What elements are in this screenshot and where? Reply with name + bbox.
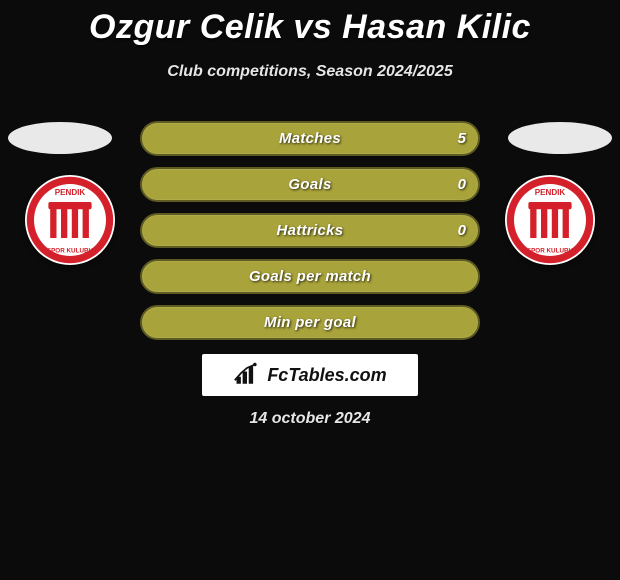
bar-chart-icon (233, 362, 261, 388)
stat-label: Matches (279, 130, 341, 147)
date-line: 14 october 2024 (0, 410, 620, 428)
player-left-club-logo: PENDIK SPOR KULUBU (25, 175, 115, 265)
subtitle: Club competitions, Season 2024/2025 (0, 63, 620, 81)
pendik-badge-icon: PENDIK SPOR KULUBU (505, 175, 595, 265)
page-title: Ozgur Celik vs Hasan Kilic (0, 0, 620, 47)
stat-label: Goals per match (249, 268, 371, 285)
player-right-club-logo: PENDIK SPOR KULUBU (505, 175, 595, 265)
svg-text:SPOR KULUBU: SPOR KULUBU (47, 247, 94, 254)
stat-row-goals-per-match: Goals per match (140, 259, 480, 294)
stat-row-goals: Goals 0 (140, 167, 480, 202)
stat-right-value: 0 (458, 222, 466, 239)
brand-text: FcTables.com (267, 365, 386, 386)
player-right-avatar-placeholder (508, 122, 612, 154)
stat-label: Min per goal (264, 314, 356, 331)
stat-right-value: 0 (458, 176, 466, 193)
svg-text:PENDIK: PENDIK (55, 188, 86, 197)
svg-text:SPOR KULUBU: SPOR KULUBU (527, 247, 574, 254)
stat-row-min-per-goal: Min per goal (140, 305, 480, 340)
stat-row-hattricks: Hattricks 0 (140, 213, 480, 248)
stat-row-matches: Matches 5 (140, 121, 480, 156)
pendik-badge-icon: PENDIK SPOR KULUBU (25, 175, 115, 265)
svg-text:PENDIK: PENDIK (535, 188, 566, 197)
player-left-avatar-placeholder (8, 122, 112, 154)
stat-right-value: 5 (458, 130, 466, 147)
stat-rows: Matches 5 Goals 0 Hattricks 0 Goals per … (140, 121, 480, 351)
brand-box: FcTables.com (202, 354, 418, 396)
stat-label: Goals (288, 176, 331, 193)
stat-label: Hattricks (277, 222, 344, 239)
